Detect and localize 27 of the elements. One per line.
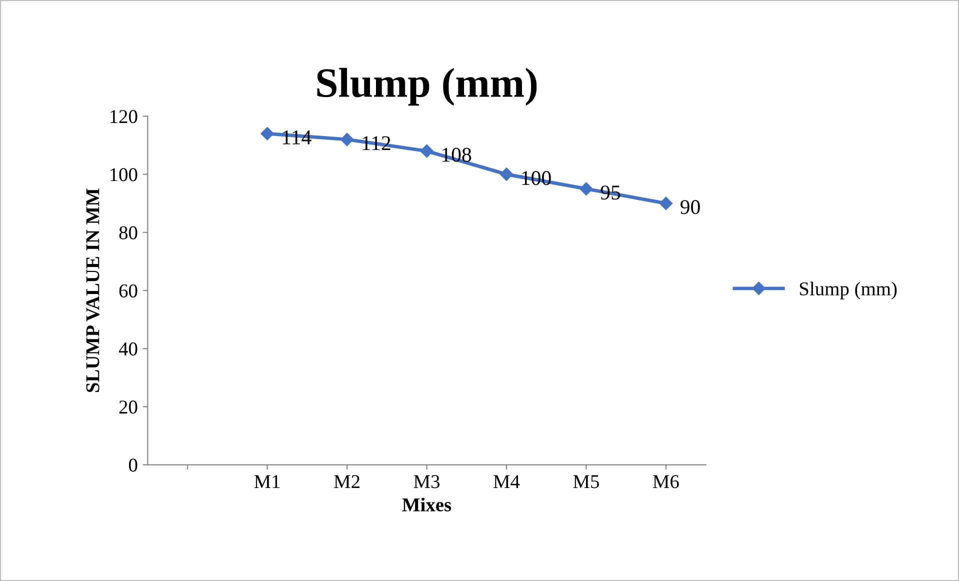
x-tick-label: M1: [254, 475, 280, 488]
y-axis-title: SLUMP VALUE IN MM: [86, 188, 100, 392]
x-axis-title: Mixes: [402, 498, 452, 512]
point: [420, 144, 434, 158]
point: [500, 168, 514, 181]
y-tick-label: 60: [119, 284, 138, 298]
point: [340, 132, 354, 146]
x-tick-label: M2: [334, 475, 360, 488]
data-label: 95: [600, 186, 620, 200]
y-tick-label: 20: [119, 400, 138, 414]
y-tick-label: 100: [110, 168, 138, 182]
legend-label: Slump (mm): [800, 282, 897, 300]
x-tick-label: M6: [653, 475, 679, 488]
data-label: 90: [680, 200, 700, 214]
x-tick-label: M5: [573, 475, 599, 488]
chart-title: Slump (mm): [317, 68, 537, 106]
y-tick-label: 40: [118, 342, 138, 356]
point: [659, 196, 673, 210]
data-label: 108: [442, 148, 472, 162]
x-tick-label: M3: [414, 475, 440, 488]
data-label: 112: [362, 136, 390, 150]
point: [260, 127, 274, 140]
point: [580, 182, 593, 196]
x-tick-label: M4: [494, 475, 520, 488]
y-tick-label: 120: [110, 110, 138, 124]
y-tick-label: 0: [128, 458, 138, 472]
y-tick-label: 80: [119, 226, 138, 240]
